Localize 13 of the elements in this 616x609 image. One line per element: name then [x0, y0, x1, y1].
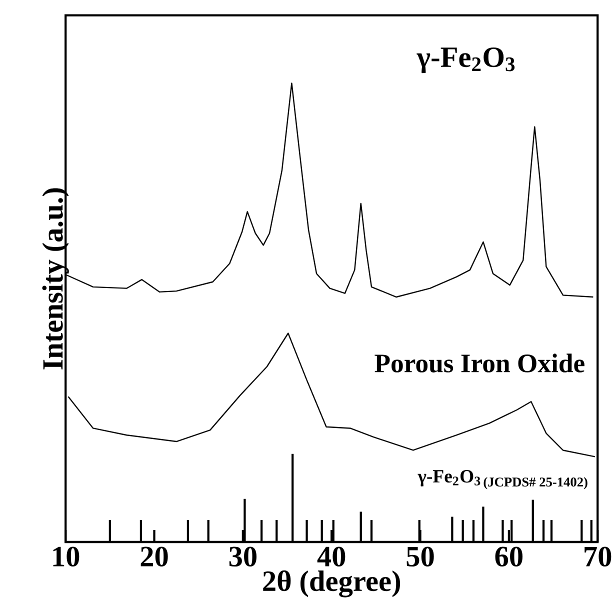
- x-tick-label: 20: [140, 546, 168, 567]
- annotation: (JCPDS# 25-1402): [484, 477, 588, 490]
- x-tick-label: 70: [584, 546, 612, 567]
- x-tick-label: 10: [53, 546, 80, 567]
- x-tick-label: 60: [495, 546, 522, 567]
- x-axis-title: 2θ (degree): [263, 570, 400, 598]
- series-label: γ-Fe$_{2}$O$_{3}$: [418, 470, 480, 486]
- text: Porous Iron Oxide: [374, 354, 584, 372]
- x-tick-label: 50: [406, 546, 434, 567]
- y-axis-title: Intensity (a.u.): [42, 188, 69, 370]
- series-label: γ-Fe$_{2}$O$_{3}$: [416, 47, 515, 74]
- x-tick-label: 30: [229, 546, 256, 567]
- x-tick-label: 40: [317, 546, 346, 567]
